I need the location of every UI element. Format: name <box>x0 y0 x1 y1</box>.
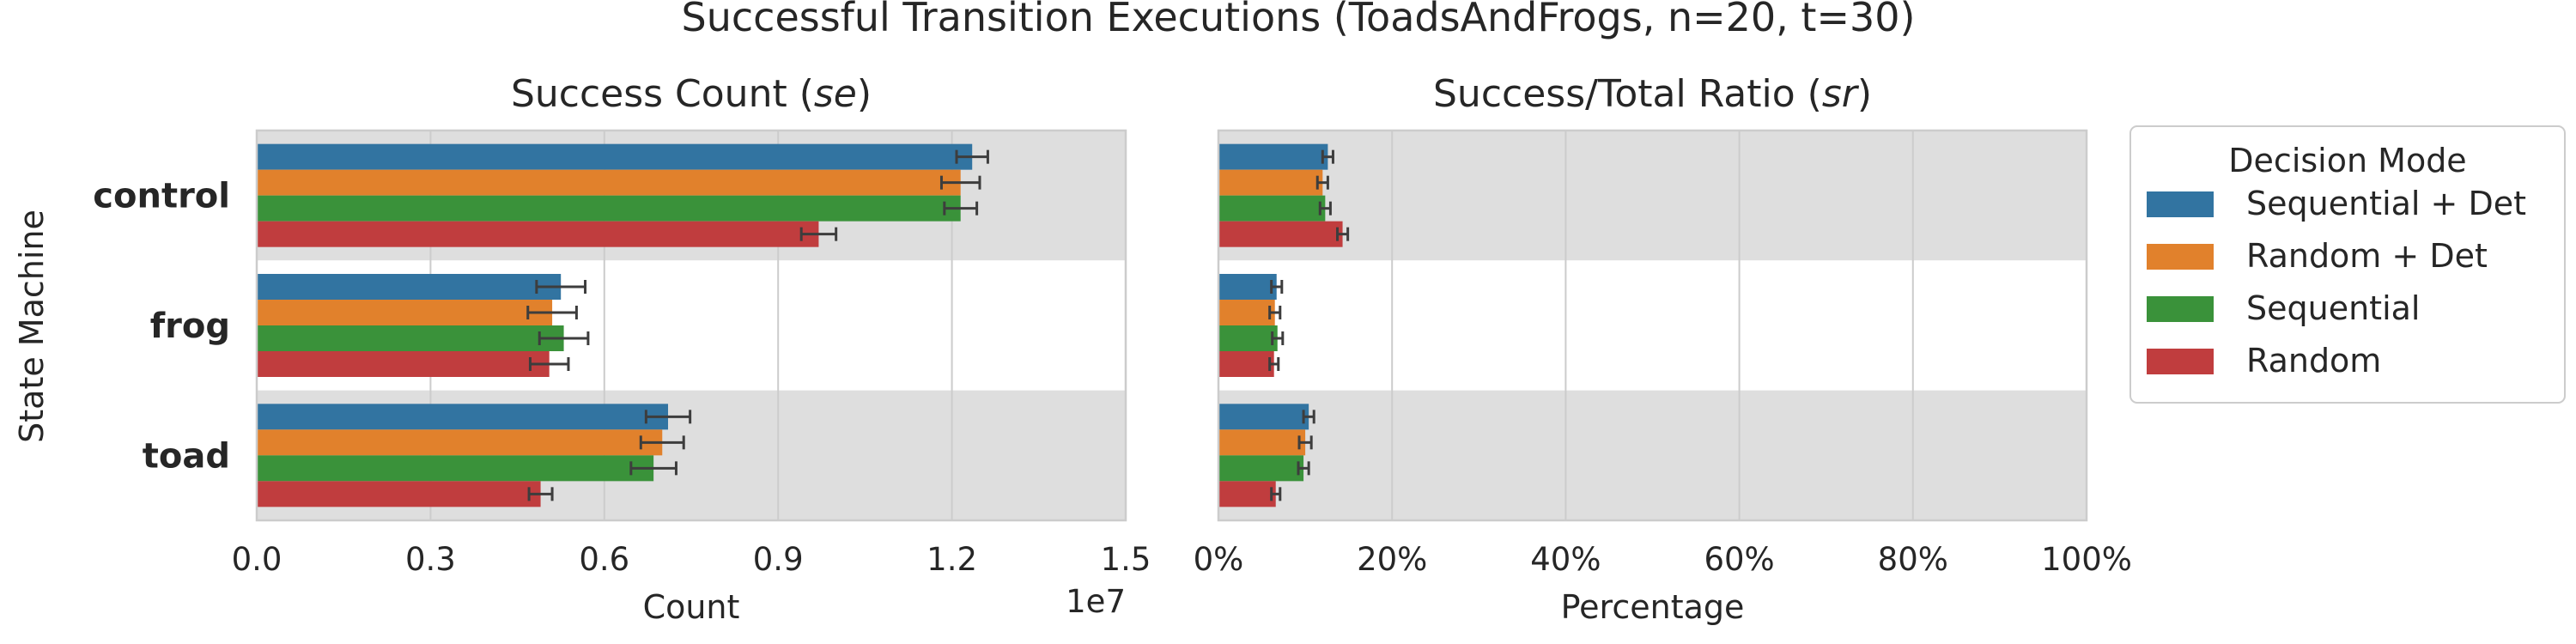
legend-swatch <box>2147 244 2214 270</box>
legend-label: Sequential <box>2246 289 2420 327</box>
panel-success-ratio: 0% 20% 40% 60% 80% 100% Percentage Success/Tota… <box>1194 72 2132 626</box>
bar <box>257 429 663 456</box>
row-band <box>1218 390 2087 520</box>
row-band <box>1218 260 2087 391</box>
y-tick-label: toad <box>143 436 230 476</box>
bar <box>1218 404 1309 430</box>
x-tick-label: 100% <box>2041 541 2132 578</box>
bar <box>257 169 961 196</box>
x-axis-label: Percentage <box>1561 588 1745 626</box>
legend-title: Decision Mode <box>2228 142 2466 179</box>
x-tick-label: 1.2 <box>927 541 977 578</box>
x-tick-label: 0.3 <box>405 541 456 578</box>
x-tick-label: 1.5 <box>1101 541 1151 578</box>
bar <box>257 455 654 482</box>
panel-title: Success Count (se) <box>511 72 872 116</box>
x-tick-label: 0.9 <box>753 541 804 578</box>
bar <box>1218 274 1277 300</box>
x-tick-label: 40% <box>1530 541 1601 578</box>
legend-label: Random <box>2246 342 2381 380</box>
bar <box>1218 455 1304 482</box>
bar <box>1218 143 1328 170</box>
bar <box>1218 169 1323 196</box>
legend-frame <box>2129 125 2566 404</box>
axis-offset-label: 1e7 <box>1066 583 1126 620</box>
x-tick-label: 20% <box>1357 541 1427 578</box>
legend-label: Random + Det <box>2246 237 2488 275</box>
bar <box>257 274 562 300</box>
y-tick-label: control <box>93 177 230 216</box>
bar <box>1218 429 1306 456</box>
legend-swatch <box>2147 191 2214 217</box>
bar <box>257 404 669 430</box>
figure-title: Successful Transition Executions (ToadsA… <box>682 0 1916 40</box>
panel-success-count: 0.0 0.3 0.6 0.9 1.2 1.5 Count 1e7 Success Count … <box>93 72 1151 626</box>
bar <box>257 195 961 222</box>
bar <box>1218 481 1276 507</box>
x-tick-label: 0.0 <box>232 541 283 578</box>
bar <box>1218 351 1274 377</box>
legend-swatch <box>2147 296 2214 322</box>
bar <box>257 351 550 377</box>
legend: Decision Mode Sequential + Det Random + D… <box>2129 125 2566 404</box>
bar <box>257 221 819 247</box>
x-tick-label: 80% <box>1878 541 1948 578</box>
bar <box>257 300 553 325</box>
legend-label: Sequential + Det <box>2246 185 2526 222</box>
bar <box>1218 300 1275 325</box>
bar <box>1218 195 1326 222</box>
plot-frame <box>255 129 1127 522</box>
x-tick-label: 0% <box>1194 541 1244 578</box>
x-tick-label: 60% <box>1704 541 1774 578</box>
bar <box>257 481 541 507</box>
panel-title: Success/Total Ratio (sr) <box>1433 72 1872 116</box>
bar <box>1218 221 1343 247</box>
legend-swatch <box>2147 349 2214 374</box>
y-tick-label: frog <box>150 307 230 346</box>
bar <box>257 325 564 351</box>
x-tick-label: 0.6 <box>579 541 629 578</box>
bar <box>257 143 973 170</box>
bar <box>1218 325 1278 351</box>
x-axis-label: Count <box>643 588 740 626</box>
row-band <box>1218 131 2087 261</box>
y-axis-label: State Machine <box>13 210 51 443</box>
plot-frame <box>1217 129 2088 522</box>
